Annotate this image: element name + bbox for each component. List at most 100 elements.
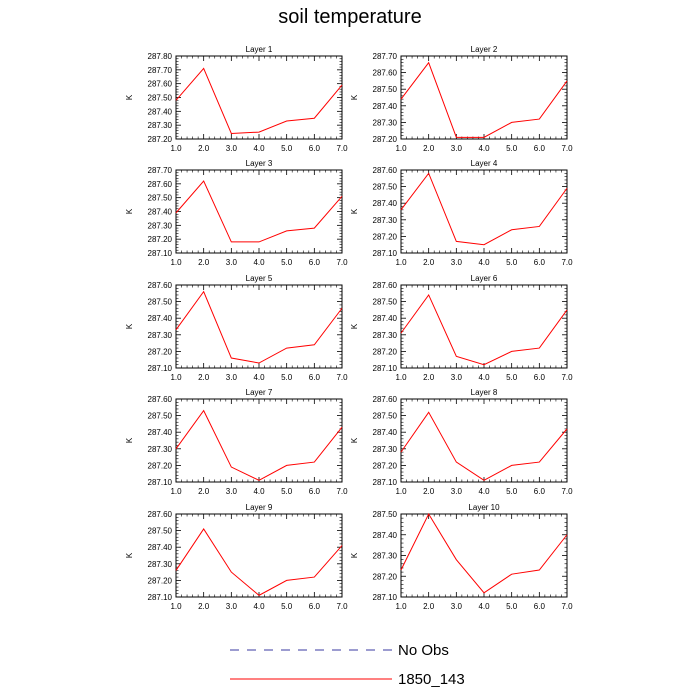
y-tick-label: 287.30 xyxy=(373,445,398,454)
y-tick-label: 287.50 xyxy=(148,194,173,203)
y-axis-label: K xyxy=(125,323,134,329)
y-tick-label: 287.20 xyxy=(373,461,398,470)
panel-layer-10: Layer 10 K 1.0 2.0 3.0 4.0 5.0 6.0 7.0 287.10 287.… xyxy=(350,503,573,611)
legend-label: 1850_143 xyxy=(398,671,465,688)
y-axis-label: K xyxy=(350,208,359,214)
panel-title: Layer 5 xyxy=(246,274,273,283)
x-tick-label: 1.0 xyxy=(395,487,407,496)
x-tick-label: 2.0 xyxy=(198,373,210,382)
y-axis-label: K xyxy=(125,437,134,443)
y-tick-label: 287.60 xyxy=(373,69,398,78)
x-tick-label: 1.0 xyxy=(395,602,407,611)
y-tick-label: 287.50 xyxy=(373,85,398,94)
x-tick-label: 4.0 xyxy=(478,258,490,267)
y-tick-label: 287.20 xyxy=(148,461,173,470)
y-tick-label: 287.20 xyxy=(148,135,173,144)
y-tick-label: 287.30 xyxy=(373,216,398,225)
x-tick-label: 7.0 xyxy=(561,487,573,496)
series-line xyxy=(175,409,343,481)
y-tick-label: 287.40 xyxy=(148,543,173,552)
x-tick-label: 1.0 xyxy=(170,258,182,267)
x-tick-label: 7.0 xyxy=(336,258,348,267)
series-line xyxy=(175,528,343,596)
x-tick-label: 3.0 xyxy=(451,487,463,496)
y-tick-label: 287.40 xyxy=(148,314,173,323)
x-tick-label: 5.0 xyxy=(506,487,518,496)
y-tick-label: 287.20 xyxy=(148,347,173,356)
y-tick-label: 287.10 xyxy=(373,478,398,487)
y-tick-label: 287.50 xyxy=(373,510,398,519)
x-tick-label: 3.0 xyxy=(226,602,238,611)
y-tick-label: 287.20 xyxy=(373,232,398,241)
x-tick-label: 1.0 xyxy=(395,373,407,382)
x-tick-label: 6.0 xyxy=(309,373,321,382)
plot-frame xyxy=(175,55,343,140)
x-tick-label: 7.0 xyxy=(561,602,573,611)
y-axis-label: K xyxy=(125,94,134,100)
x-tick-label: 6.0 xyxy=(534,258,546,267)
panel-title: Layer 7 xyxy=(246,388,273,397)
x-tick-label: 6.0 xyxy=(309,144,321,153)
panel-title: Layer 8 xyxy=(471,388,498,397)
x-tick-label: 4.0 xyxy=(478,144,490,153)
plot-frame xyxy=(400,169,568,254)
x-tick-label: 3.0 xyxy=(226,373,238,382)
panel-layer-7: Layer 7 K 1.0 2.0 3.0 4.0 5.0 6.0 7.0 287.10 287.2… xyxy=(125,388,348,496)
y-tick-label: 287.30 xyxy=(373,552,398,561)
y-tick-label: 287.30 xyxy=(373,331,398,340)
y-tick-label: 287.40 xyxy=(373,199,398,208)
y-tick-label: 287.20 xyxy=(373,572,398,581)
y-tick-label: 287.40 xyxy=(148,428,173,437)
y-axis-label: K xyxy=(350,323,359,329)
x-tick-label: 4.0 xyxy=(478,373,490,382)
x-tick-label: 7.0 xyxy=(336,373,348,382)
y-tick-label: 287.10 xyxy=(148,593,173,602)
y-tick-label: 287.10 xyxy=(148,364,173,373)
y-tick-label: 287.40 xyxy=(148,107,173,116)
y-tick-label: 287.10 xyxy=(148,478,173,487)
x-tick-label: 5.0 xyxy=(506,602,518,611)
x-tick-label: 1.0 xyxy=(170,487,182,496)
x-tick-label: 3.0 xyxy=(451,258,463,267)
panel-title: Layer 6 xyxy=(471,274,498,283)
x-tick-label: 2.0 xyxy=(423,373,435,382)
plot-frame xyxy=(175,398,343,483)
x-tick-label: 6.0 xyxy=(309,487,321,496)
y-axis-label: K xyxy=(125,552,134,558)
x-tick-label: 2.0 xyxy=(198,144,210,153)
x-tick-label: 4.0 xyxy=(253,258,265,267)
y-tick-label: 287.70 xyxy=(148,66,173,75)
plot-frame xyxy=(175,284,343,369)
plot-frame xyxy=(400,284,568,369)
x-tick-label: 2.0 xyxy=(423,487,435,496)
x-tick-label: 7.0 xyxy=(561,258,573,267)
y-axis-label: K xyxy=(350,94,359,100)
x-tick-label: 7.0 xyxy=(336,602,348,611)
y-tick-label: 287.30 xyxy=(148,331,173,340)
series-line xyxy=(175,67,343,134)
x-tick-label: 4.0 xyxy=(253,144,265,153)
y-tick-label: 287.50 xyxy=(148,94,173,103)
y-tick-label: 287.30 xyxy=(148,560,173,569)
y-tick-label: 287.60 xyxy=(373,166,398,175)
x-tick-label: 3.0 xyxy=(226,487,238,496)
y-tick-label: 287.80 xyxy=(148,52,173,61)
y-tick-label: 287.10 xyxy=(373,593,398,602)
chart-title: soil temperature xyxy=(278,6,422,28)
x-tick-label: 4.0 xyxy=(478,602,490,611)
x-tick-label: 1.0 xyxy=(170,373,182,382)
x-tick-label: 2.0 xyxy=(198,487,210,496)
y-tick-label: 287.50 xyxy=(373,298,398,307)
y-tick-label: 287.30 xyxy=(148,445,173,454)
x-tick-label: 7.0 xyxy=(561,373,573,382)
plot-frame xyxy=(400,513,568,598)
y-tick-label: 287.60 xyxy=(148,510,173,519)
y-tick-label: 287.50 xyxy=(148,298,173,307)
plot-frame xyxy=(400,55,568,140)
series-line xyxy=(400,61,568,138)
panel-title: Layer 9 xyxy=(246,503,273,512)
x-tick-label: 7.0 xyxy=(336,487,348,496)
x-tick-label: 2.0 xyxy=(198,258,210,267)
x-tick-label: 1.0 xyxy=(170,144,182,153)
